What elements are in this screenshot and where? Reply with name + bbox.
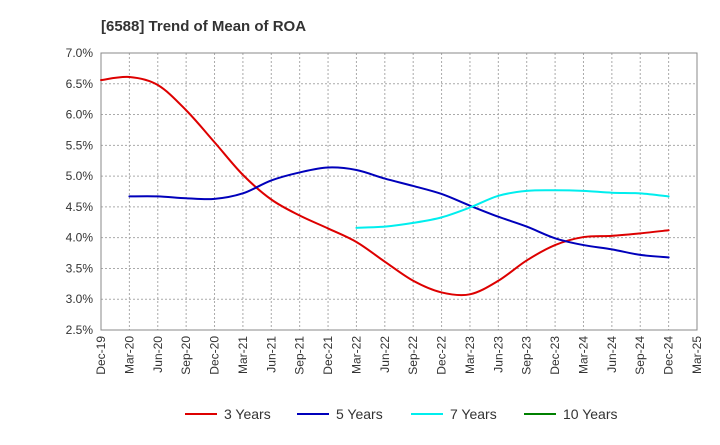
y-tick-label: 2.5%	[66, 323, 94, 337]
y-tick-label: 5.5%	[66, 138, 94, 152]
x-tick-label: Dec-20	[208, 336, 222, 375]
y-axis-tick-labels: 7.0% 6.5% 6.0% 5.5% 5.0% 4.5% 4.0% 3.5% 3.0% 2.5%	[66, 46, 94, 337]
x-tick-label: Sep-21	[293, 336, 307, 375]
x-tick-label: Sep-23	[520, 336, 534, 375]
legend-label-7-years: 7 Years	[450, 406, 497, 422]
x-tick-label: Sep-24	[633, 336, 647, 375]
x-tick-label: Sep-20	[179, 336, 193, 375]
x-tick-label: Mar-25	[690, 336, 704, 374]
chart-title: [6588] Trend of Mean of ROA	[101, 18, 306, 35]
x-tick-label: Mar-23	[463, 336, 477, 374]
x-tick-label: Jun-20	[151, 336, 165, 373]
x-tick-label: Mar-20	[122, 336, 136, 374]
y-tick-label: 4.5%	[66, 200, 94, 214]
x-tick-label: Jun-23	[491, 336, 505, 373]
y-tick-label: 3.0%	[66, 292, 94, 306]
legend: 3 Years 5 Years 7 Years 10 Years	[185, 406, 618, 422]
y-tick-label: 5.0%	[66, 169, 94, 183]
series-line-7-years	[355, 189, 670, 229]
legend-label-5-years: 5 Years	[336, 406, 383, 422]
x-tick-label: Jun-21	[264, 336, 278, 373]
x-tick-label: Mar-21	[236, 336, 250, 374]
plot-area-border	[100, 52, 698, 331]
x-tick-label: Dec-23	[548, 336, 562, 375]
x-tick-label: Mar-24	[576, 336, 590, 374]
x-tick-label: Sep-22	[406, 336, 420, 375]
series-lines	[100, 75, 670, 297]
x-tick-label: Mar-22	[349, 336, 363, 374]
x-tick-label: Dec-19	[94, 336, 108, 375]
legend-label-10-years: 10 Years	[563, 406, 618, 422]
grid-lines	[101, 53, 697, 330]
legend-label-3-years: 3 Years	[224, 406, 271, 422]
x-tick-label: Dec-24	[662, 336, 676, 375]
x-tick-label: Dec-22	[435, 336, 449, 375]
x-axis-tick-labels: Dec-19 Mar-20 Jun-20 Sep-20 Dec-20 Mar-21 Jun-…	[94, 336, 704, 375]
x-tick-label: Jun-22	[378, 336, 392, 373]
y-tick-label: 7.0%	[66, 46, 94, 60]
y-tick-label: 3.5%	[66, 261, 94, 275]
y-tick-label: 6.5%	[66, 77, 94, 91]
y-tick-label: 4.0%	[66, 231, 94, 245]
x-tick-label: Jun-24	[605, 336, 619, 373]
y-tick-label: 6.0%	[66, 108, 94, 122]
series-line-5-years	[128, 166, 670, 259]
series-line-3-years	[100, 75, 670, 297]
x-tick-label: Dec-21	[321, 336, 335, 375]
